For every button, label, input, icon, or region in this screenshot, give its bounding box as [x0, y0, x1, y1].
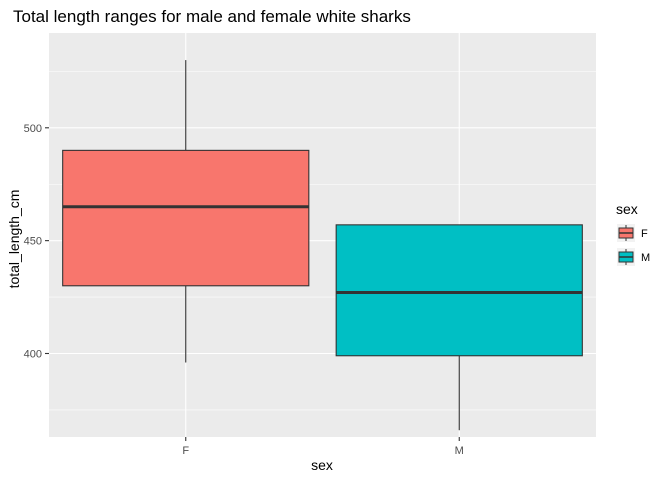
legend-title: sex: [616, 201, 638, 217]
y-tick-label: 450: [24, 236, 42, 248]
y-tick-label: 500: [24, 123, 42, 135]
legend-label: F: [641, 228, 648, 240]
box-body: [62, 149, 310, 287]
box-body: [335, 224, 583, 357]
box-F: [62, 60, 310, 363]
legend: sex FM: [616, 201, 650, 266]
boxes: [62, 60, 583, 431]
x-tick-label: M: [455, 445, 464, 457]
y-tick-label: 400: [24, 348, 42, 360]
legend-entry-M: M: [617, 248, 650, 266]
x-tick-label: F: [182, 445, 189, 457]
legend-entry-F: F: [617, 224, 648, 242]
box-M: [335, 224, 583, 431]
y-axis-title: total_length_cm: [6, 190, 22, 289]
x-axis-title: sex: [311, 457, 333, 473]
legend-label: M: [641, 252, 650, 264]
y-axis-ticks: 400 450 500: [24, 123, 49, 360]
chart-title: Total length ranges for male and female …: [13, 7, 411, 26]
